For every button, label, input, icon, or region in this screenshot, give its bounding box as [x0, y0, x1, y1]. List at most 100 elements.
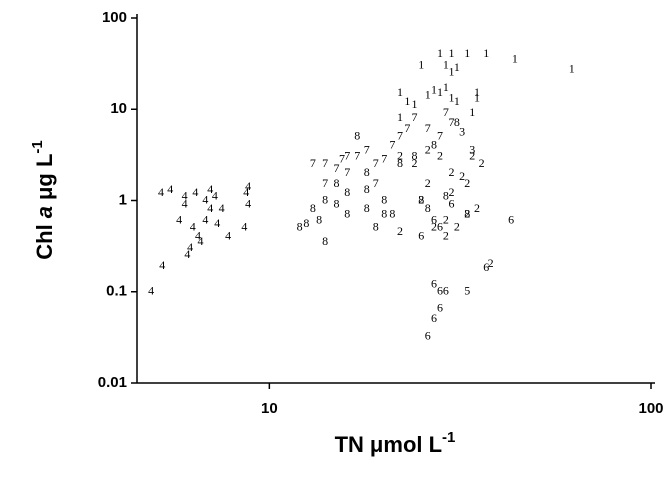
point: 7: [339, 151, 345, 165]
point: 2: [443, 229, 449, 243]
point: 1: [569, 62, 575, 76]
point: 1: [512, 51, 518, 65]
point: 1: [464, 46, 470, 60]
point: 7: [354, 149, 360, 163]
y-title-sup: -1: [29, 140, 46, 153]
point: 2: [479, 156, 485, 170]
point: 2: [411, 156, 417, 170]
point: 2: [437, 149, 443, 163]
point: 3: [459, 125, 465, 139]
y-tick-label: 100: [102, 9, 127, 26]
point: 6: [431, 311, 437, 325]
x-title-part: TN: [335, 432, 364, 457]
point: 7: [443, 105, 449, 119]
point: 1: [397, 85, 403, 99]
point: 8: [389, 206, 395, 220]
point: 1: [404, 94, 410, 108]
point: 2: [474, 201, 480, 215]
point: 7: [322, 156, 328, 170]
point: 2: [448, 185, 454, 199]
point: 6: [437, 284, 443, 298]
y-tick-label: 1: [119, 191, 127, 208]
point: 8: [373, 220, 379, 234]
point: 4: [176, 212, 182, 226]
point: 1: [448, 46, 454, 60]
point: 8: [297, 220, 303, 234]
point: 7: [364, 143, 370, 157]
point: 1: [454, 94, 460, 108]
point: 4: [202, 192, 208, 206]
point: 1: [448, 65, 454, 79]
point: 2: [418, 192, 424, 206]
point: 8: [381, 206, 387, 220]
point: 8: [344, 206, 350, 220]
point: 8: [364, 165, 370, 179]
point: 4: [159, 258, 165, 272]
x-title-sup: -1: [442, 429, 455, 446]
point: 4: [202, 212, 208, 226]
point: 4: [225, 229, 231, 243]
point: 1: [418, 57, 424, 71]
point: 4: [214, 216, 220, 230]
point: 2: [431, 220, 437, 234]
point: 4: [241, 220, 247, 234]
point: 1: [474, 91, 480, 105]
point: 2: [425, 176, 431, 190]
y-title-part: Chl: [32, 224, 57, 259]
point: 7: [448, 115, 454, 129]
point: 1: [397, 110, 403, 124]
point: 1: [469, 105, 475, 119]
point: 8: [344, 185, 350, 199]
point: 2: [425, 143, 431, 157]
point: 4: [190, 220, 196, 234]
point: 4: [148, 284, 154, 298]
point: 1: [483, 46, 489, 60]
point: 7: [404, 121, 410, 135]
point: 8: [464, 206, 470, 220]
point: 8: [322, 234, 328, 248]
point: 7: [437, 128, 443, 142]
point: 8: [322, 192, 328, 206]
point: 2: [397, 224, 403, 238]
point: 6: [425, 329, 431, 343]
point: 7: [322, 176, 328, 190]
point: 1: [437, 46, 443, 60]
point: 4: [219, 201, 225, 215]
point: 7: [344, 165, 350, 179]
point: 8: [354, 128, 360, 142]
point: 3: [469, 143, 475, 157]
point: 6: [483, 260, 489, 274]
point: 4: [207, 201, 213, 215]
point: 2: [454, 220, 460, 234]
point: 7: [381, 151, 387, 165]
point: 8: [334, 196, 340, 210]
point: 6: [437, 220, 443, 234]
y-tick-label: 0.01: [98, 374, 127, 391]
point: 7: [373, 176, 379, 190]
y-axis-title: Chl a μg L-1: [29, 140, 57, 260]
point: 4: [195, 229, 201, 243]
x-tick-label: 10: [261, 400, 278, 417]
point: 4: [243, 185, 249, 199]
point: 7: [397, 128, 403, 142]
y-title-part: a: [32, 206, 57, 218]
point: 6: [508, 212, 514, 226]
point: 6: [437, 301, 443, 315]
point: 1: [448, 91, 454, 105]
point: 7: [411, 110, 417, 124]
point: 8: [411, 149, 417, 163]
point: 4: [187, 240, 193, 254]
point: 8: [397, 156, 403, 170]
point: 4: [245, 179, 251, 193]
point: 2: [397, 149, 403, 163]
point: 8: [431, 137, 437, 151]
point: 1: [431, 82, 437, 96]
point: 8: [425, 201, 431, 215]
point: 2: [464, 176, 470, 190]
point: 4: [212, 188, 218, 202]
point: 7: [373, 156, 379, 170]
point: 4: [158, 185, 164, 199]
point: 8: [418, 192, 424, 206]
point: 6: [418, 229, 424, 243]
point: 8: [443, 188, 449, 202]
